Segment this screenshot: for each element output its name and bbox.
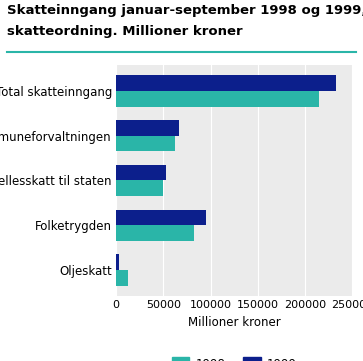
Bar (116, 225, 195, 241)
Bar (116, 180, 163, 196)
Text: skatteordning. Millioner kroner: skatteordning. Millioner kroner (7, 25, 243, 38)
Bar (116, 75, 336, 91)
Bar (116, 136, 175, 152)
Text: Skatteinngang januar-september 1998 og 1999, etter: Skatteinngang januar-september 1998 og 1… (7, 4, 363, 17)
X-axis label: Millioner kroner: Millioner kroner (188, 316, 281, 329)
Bar (116, 120, 179, 136)
Bar (116, 91, 319, 107)
Legend: 1998, 1999: 1998, 1999 (167, 353, 301, 361)
Bar (116, 270, 129, 286)
Bar (116, 209, 206, 225)
Bar (116, 165, 166, 180)
Bar (116, 254, 119, 270)
